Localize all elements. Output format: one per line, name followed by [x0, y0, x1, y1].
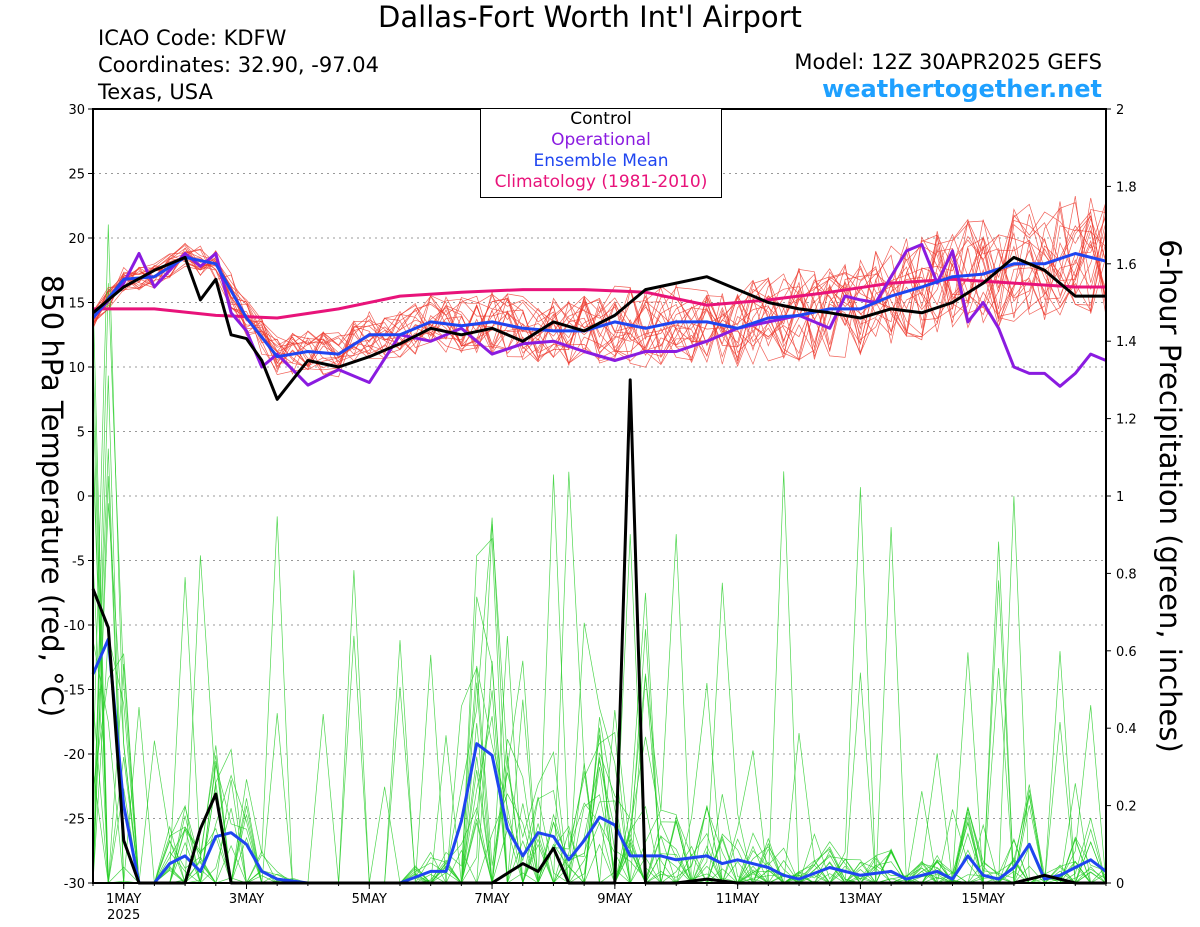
- right-tick-label: 0.8: [1116, 567, 1137, 582]
- left-tick-label: 20: [68, 232, 85, 247]
- left-tick-label: 30: [68, 103, 85, 118]
- ensemble-mean-precipitation-line: [91, 637, 1107, 885]
- left-tick-label: -30: [64, 877, 85, 892]
- x-tick-sublabel: 2025: [107, 908, 140, 923]
- member-temperature-line: [92, 225, 1107, 368]
- icao-code: ICAO Code: KDFW: [98, 26, 287, 50]
- right-tick-label: 0: [1116, 877, 1124, 892]
- x-tick-label: 9MAY: [597, 892, 632, 907]
- right-tick-label: 1.6: [1116, 258, 1137, 273]
- gridlines: [93, 108, 1106, 884]
- x-tick-label: 11MAY: [716, 892, 760, 907]
- x-tick-label: 7MAY: [474, 892, 509, 907]
- member-precipitation-line: [92, 283, 1107, 885]
- climatology-temperature-line: [93, 277, 1106, 320]
- left-axis-ticks: 30 25 20 15 10 5 0 -5 -10 -15 -20 -25 -30: [64, 103, 93, 892]
- member-temperature-line: [92, 222, 1107, 376]
- member-temperature-line: [92, 207, 1107, 364]
- left-tick-label: -25: [64, 813, 85, 828]
- member-precipitation-line: [92, 570, 1107, 884]
- member-temperature-line: [92, 200, 1107, 370]
- ensemble-mean-temperature-line: [91, 252, 1107, 359]
- x-tick-label: 3MAY: [229, 892, 264, 907]
- left-tick-label: 0: [77, 490, 85, 505]
- member-temperature-line: [92, 229, 1107, 367]
- right-axis-ticks: 2 1.8 1.6 1.4 1.2 1 0.8 0.6 0.4 0.2 0: [1106, 103, 1137, 892]
- y-axis-label-left: 850 hPa Temperature (red, °C): [35, 275, 69, 717]
- right-tick-label: 1.4: [1116, 335, 1137, 350]
- right-tick-label: 0.2: [1116, 800, 1137, 815]
- member-temperature-line: [92, 218, 1107, 375]
- model-run: Model: 12Z 30APR2025 GEFS: [794, 50, 1102, 74]
- member-temperature-line: [92, 215, 1107, 366]
- left-tick-label: -5: [72, 555, 85, 570]
- x-tick-label: 5MAY: [352, 892, 387, 907]
- left-tick-label: 5: [77, 426, 85, 441]
- member-precipitation-line: [93, 596, 1107, 884]
- left-tick-label: 15: [68, 297, 85, 312]
- right-tick-label: 1.2: [1116, 413, 1137, 428]
- member-precipitation-line: [92, 393, 1106, 885]
- legend: Control Operational Ensemble Mean Climat…: [480, 108, 722, 198]
- right-tick-label: 0.4: [1116, 722, 1137, 737]
- legend-climatology: Climatology (1981-2010): [494, 172, 708, 192]
- control-temperature-line: [92, 255, 1106, 401]
- left-tick-label: -20: [64, 748, 85, 763]
- site-link[interactable]: weathertogether.net: [822, 75, 1102, 103]
- y-axis-label-right: 6-hour Precipitation (green, inches): [1153, 239, 1187, 753]
- member-precipitation-line: [92, 487, 1107, 885]
- right-tick-label: 1: [1116, 490, 1124, 505]
- chart-title: Dallas-Fort Worth Int'l Airport: [378, 0, 802, 34]
- member-precipitation-line: [92, 559, 1106, 885]
- left-tick-label: -15: [64, 684, 85, 699]
- member-precipitation-line: [92, 524, 1107, 884]
- x-tick-label: 13MAY: [839, 892, 883, 907]
- ensemble-member-lines: [92, 196, 1107, 885]
- legend-operational: Operational: [551, 130, 651, 150]
- member-temperature-line: [92, 217, 1107, 369]
- legend-ensemble-mean: Ensemble Mean: [533, 151, 669, 171]
- right-tick-label: 1.8: [1116, 180, 1137, 195]
- right-tick-label: 0.6: [1116, 645, 1137, 660]
- region: Texas, USA: [98, 80, 213, 104]
- right-tick-label: 2: [1116, 103, 1124, 118]
- left-tick-label: 10: [68, 361, 85, 376]
- operational-temperature-line: [91, 243, 1107, 388]
- coordinates: Coordinates: 32.90, -97.04: [98, 53, 379, 77]
- member-temperature-line: [92, 201, 1107, 362]
- x-tick-label: 15MAY: [961, 892, 1005, 907]
- x-tick-label: 1MAY: [106, 892, 141, 907]
- series-lines: [91, 243, 1107, 885]
- member-temperature-line: [92, 196, 1107, 371]
- left-tick-label: 25: [68, 168, 85, 183]
- member-temperature-line: [92, 211, 1107, 364]
- legend-control: Control: [570, 109, 632, 129]
- member-temperature-line: [92, 197, 1107, 373]
- left-tick-label: -10: [64, 619, 85, 634]
